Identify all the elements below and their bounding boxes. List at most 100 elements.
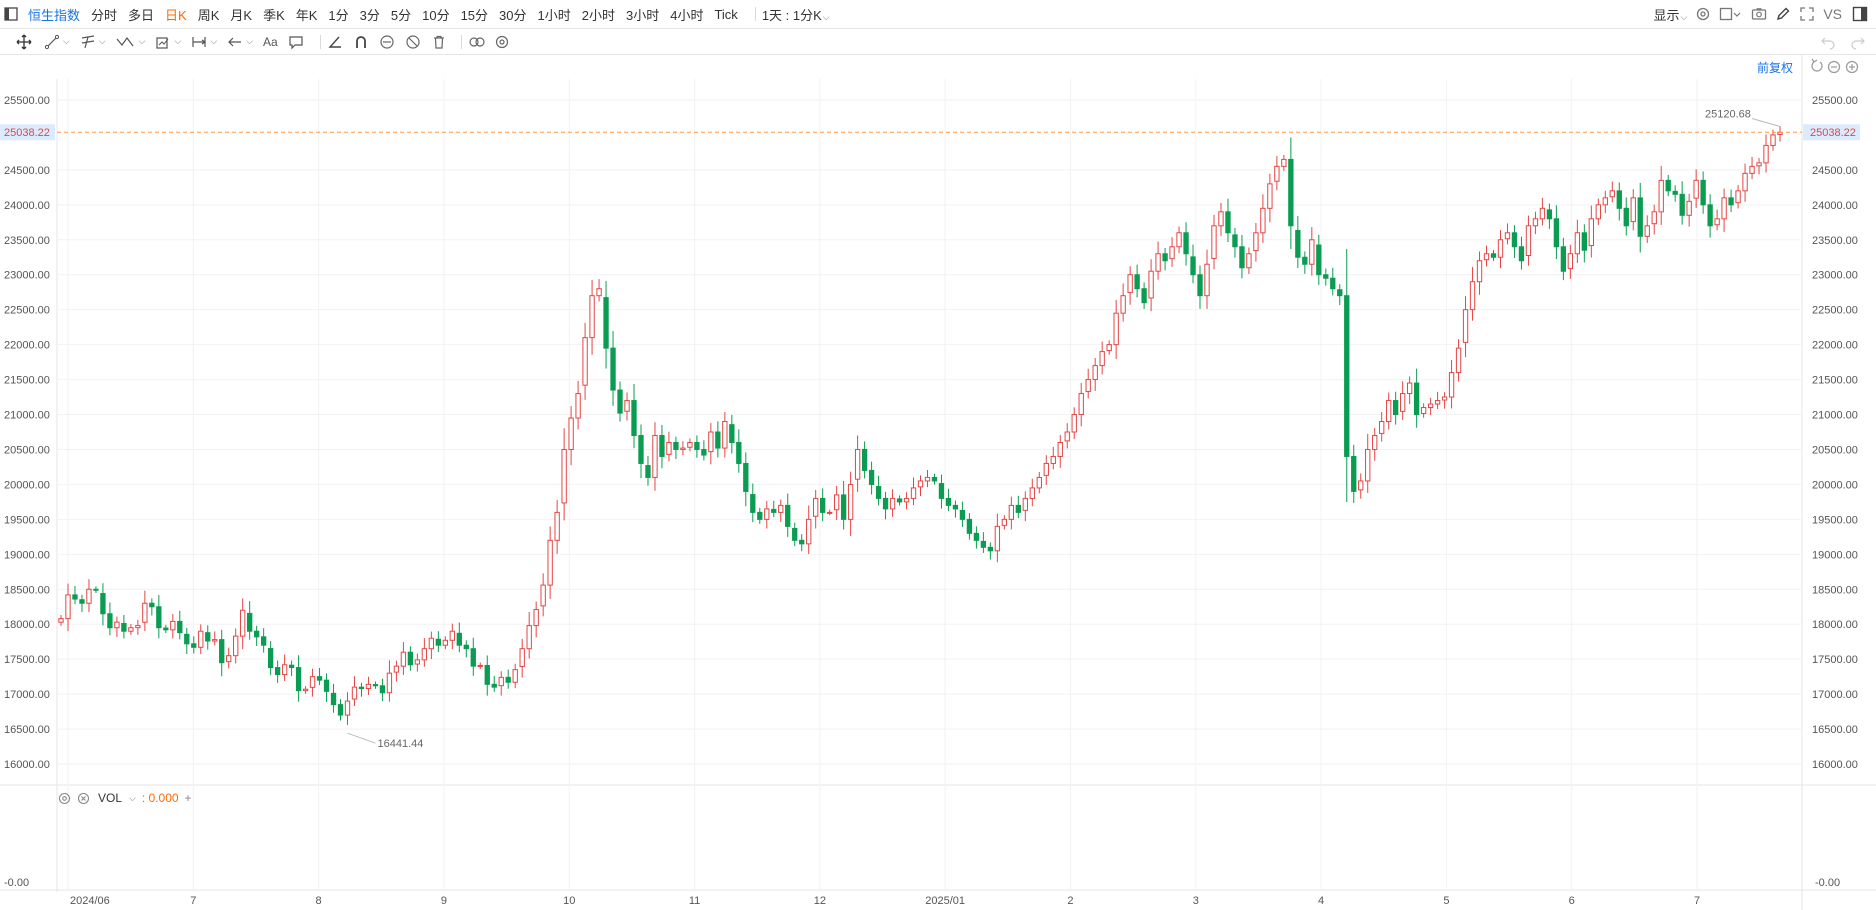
text-tool-icon[interactable]: Aa [262,34,278,49]
candle[interactable] [1099,341,1105,375]
period-multiday[interactable]: 多日 [128,7,155,23]
candle[interactable] [233,628,239,664]
candle[interactable] [58,614,64,626]
candle[interactable] [792,522,798,547]
candle[interactable] [365,676,372,695]
candle[interactable] [687,438,693,452]
candle[interactable] [1756,158,1762,175]
candle[interactable] [1211,214,1217,270]
candle[interactable] [288,660,295,676]
reset-icon[interactable] [1811,58,1823,72]
candle[interactable] [596,279,602,302]
candle[interactable] [295,655,302,702]
candle[interactable] [1665,174,1671,197]
display-menu[interactable]: 显示⌵ [1653,5,1687,24]
candle[interactable] [1295,215,1301,268]
candle[interactable] [582,322,588,400]
chevron-down-icon[interactable]: ⌵ [174,36,182,46]
candle[interactable] [1274,156,1280,191]
candle[interactable] [1386,392,1392,430]
candle[interactable] [212,631,218,646]
candle[interactable] [121,614,127,639]
candle[interactable] [1693,169,1699,208]
candle[interactable] [708,423,714,465]
indicator-close-icon[interactable] [77,792,90,805]
candle[interactable] [917,475,924,497]
candle[interactable] [1574,219,1581,264]
candle[interactable] [1413,368,1420,428]
chevron-down-icon[interactable]: ⌵ [98,36,106,46]
candle[interactable] [1379,411,1385,442]
candle[interactable] [1602,190,1608,214]
candle[interactable] [274,660,281,683]
candle[interactable] [966,513,973,540]
candle[interactable] [1567,244,1574,279]
period-2hour[interactable]: 2小时 [581,7,615,23]
candle[interactable] [778,499,784,522]
candle[interactable] [1232,227,1238,258]
candle[interactable] [330,683,337,713]
candle[interactable] [1406,376,1413,405]
candle[interactable] [1763,134,1769,173]
candle[interactable] [1372,427,1378,461]
candle[interactable] [1106,340,1112,355]
candle[interactable] [484,655,490,696]
candle[interactable] [1008,496,1015,530]
candle[interactable] [931,473,938,485]
chevron-down-icon[interactable]: ⌵ [246,36,253,46]
candle[interactable] [456,622,462,653]
layout-icon[interactable] [1719,6,1741,22]
period-30min[interactable]: 30分 [499,7,527,23]
candle[interactable] [1064,423,1070,449]
candle[interactable] [309,668,316,697]
candle[interactable] [400,642,407,675]
candle[interactable] [1218,203,1224,236]
pencil-icon[interactable] [1775,6,1791,22]
candle[interactable] [882,491,889,520]
candle[interactable] [729,414,735,454]
candle[interactable] [267,641,274,676]
candle[interactable] [1309,227,1315,276]
zoom-out-icon[interactable] [1827,60,1841,74]
candle[interactable] [170,614,176,639]
candle[interactable] [1441,392,1448,409]
hide-drawing-icon[interactable] [405,34,421,50]
candle[interactable] [799,534,805,552]
candle[interactable] [1260,194,1266,243]
candle[interactable] [1679,181,1685,225]
period-10min[interactable]: 10分 [422,7,450,23]
candle[interactable] [163,624,169,634]
candle[interactable] [205,625,211,650]
candle[interactable] [743,452,749,507]
candle[interactable] [1399,381,1406,420]
candle[interactable] [1483,245,1490,267]
candle[interactable] [1560,237,1567,281]
candle[interactable] [247,601,253,640]
candle[interactable] [1281,154,1287,171]
candle[interactable] [575,380,581,430]
candle[interactable] [219,629,225,677]
candle[interactable] [757,507,763,524]
candle[interactable] [1330,267,1336,296]
candle[interactable] [652,422,658,491]
candle[interactable] [994,513,1001,563]
candle[interactable] [1469,266,1476,321]
range-icon[interactable] [191,34,207,50]
fullscreen-icon[interactable] [1799,6,1815,22]
candle[interactable] [344,692,351,726]
candle[interactable] [806,505,812,555]
candle[interactable] [826,509,833,516]
candle[interactable] [722,412,728,458]
settings-icon[interactable] [1695,6,1711,22]
candle[interactable] [785,493,791,537]
candle[interactable] [1323,268,1329,286]
candle[interactable] [114,616,120,637]
camera-icon[interactable] [1751,6,1767,22]
candle[interactable] [1490,250,1497,261]
candle[interactable] [1462,296,1469,358]
candle[interactable] [1169,237,1175,267]
candle[interactable] [463,640,469,658]
candle[interactable] [1113,299,1119,360]
candle[interactable] [93,586,99,593]
candle[interactable] [617,381,623,422]
